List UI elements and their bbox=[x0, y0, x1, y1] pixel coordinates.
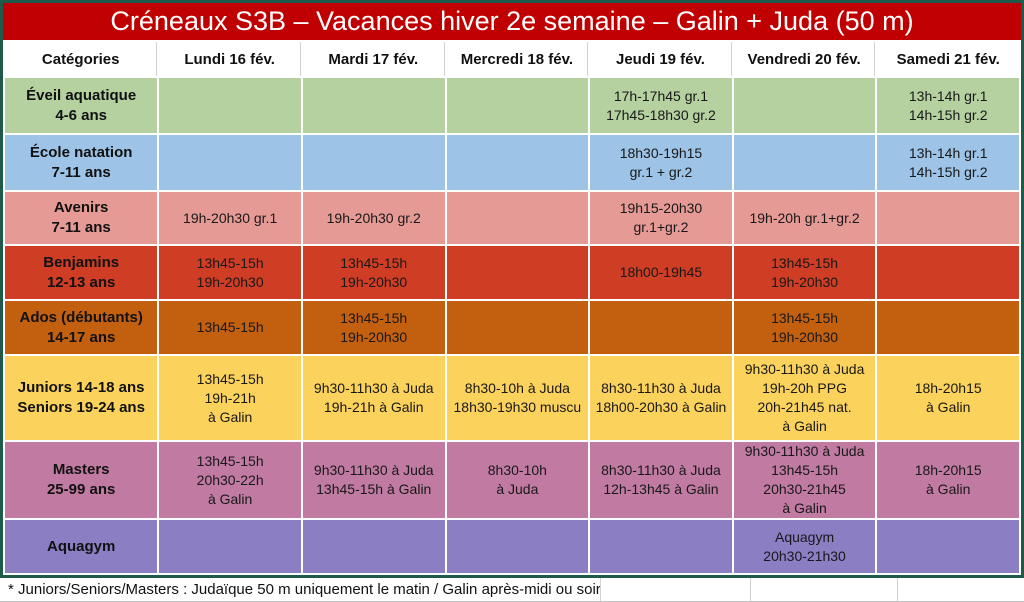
schedule-cell bbox=[302, 520, 445, 573]
schedule-cell bbox=[159, 135, 301, 190]
footnote-text: * Juniors/Seniors/Masters : Judaïque 50 … bbox=[8, 581, 601, 598]
schedule-cell bbox=[877, 301, 1019, 354]
footnote: * Juniors/Seniors/Masters : Judaïque 50 … bbox=[0, 578, 1024, 602]
schedule-cell bbox=[733, 78, 876, 133]
gridline bbox=[750, 578, 751, 601]
column-header-jeudi: Jeudi 19 fév. bbox=[590, 42, 732, 76]
schedule-cell: 9h30-11h30 à Juda 19h-21h à Galin bbox=[302, 356, 445, 440]
schedule-cell: 8h30-11h30 à Juda 12h-13h45 à Galin bbox=[590, 442, 732, 518]
gridline bbox=[600, 578, 601, 601]
schedule-cell bbox=[159, 520, 301, 573]
schedule-cell: Aquagym 20h30-21h30 bbox=[733, 520, 876, 573]
header-row: Catégories Lundi 16 fév. Mardi 17 fév. M… bbox=[5, 42, 1019, 76]
table-header: Catégories Lundi 16 fév. Mardi 17 fév. M… bbox=[5, 42, 1019, 76]
schedule-cell bbox=[733, 135, 876, 190]
schedule-body: Éveil aquatique 4-6 ans 17h-17h45 gr.1 1… bbox=[5, 78, 1019, 573]
schedule-cell bbox=[877, 520, 1019, 573]
table-row-avenirs: Avenirs 7-11 ans 19h-20h30 gr.1 19h-20h3… bbox=[5, 192, 1019, 244]
schedule-cell: 13h45-15h 19h-20h30 bbox=[302, 301, 445, 354]
category-cell: Avenirs 7-11 ans bbox=[5, 192, 158, 244]
table-row-eveil-aquatique: Éveil aquatique 4-6 ans 17h-17h45 gr.1 1… bbox=[5, 78, 1019, 133]
schedule-cell bbox=[446, 192, 589, 244]
schedule-cell: 13h45-15h 19h-20h30 bbox=[159, 246, 301, 299]
schedule-cell: 13h45-15h 19h-20h30 bbox=[302, 246, 445, 299]
schedule-cell: 19h-20h30 gr.1 bbox=[159, 192, 301, 244]
category-cell: Masters 25-99 ans bbox=[5, 442, 158, 518]
schedule-cell: 8h30-11h30 à Juda 18h00-20h30 à Galin bbox=[590, 356, 732, 440]
category-cell: Ados (débutants) 14-17 ans bbox=[5, 301, 158, 354]
table-row-benjamins: Benjamins 12-13 ans 13h45-15h 19h-20h30 … bbox=[5, 246, 1019, 299]
schedule-cell: 19h-20h gr.1+gr.2 bbox=[733, 192, 876, 244]
schedule-cell: 9h30-11h30 à Juda 13h45-15h 20h30-21h45 … bbox=[733, 442, 876, 518]
schedule-cell bbox=[446, 301, 589, 354]
page-title: Créneaux S3B – Vacances hiver 2e semaine… bbox=[3, 3, 1021, 40]
schedule-cell bbox=[159, 78, 301, 133]
schedule-cell: 19h15-20h30 gr.1+gr.2 bbox=[590, 192, 732, 244]
schedule-cell: 17h-17h45 gr.1 17h45-18h30 gr.2 bbox=[590, 78, 732, 133]
column-header-mercredi: Mercredi 18 fév. bbox=[446, 42, 589, 76]
category-cell: Éveil aquatique 4-6 ans bbox=[5, 78, 158, 133]
column-header-mardi: Mardi 17 fév. bbox=[302, 42, 445, 76]
table-row-juniors-seniors: Juniors 14-18 ans Seniors 19-24 ans 13h4… bbox=[5, 356, 1019, 440]
schedule-cell: 13h45-15h 19h-21h à Galin bbox=[159, 356, 301, 440]
schedule-cell: 13h45-15h 19h-20h30 bbox=[733, 301, 876, 354]
schedule-cell bbox=[590, 520, 732, 573]
schedule-cell: 13h-14h gr.1 14h-15h gr.2 bbox=[877, 135, 1019, 190]
category-cell: Juniors 14-18 ans Seniors 19-24 ans bbox=[5, 356, 158, 440]
schedule-cell bbox=[302, 135, 445, 190]
schedule-cell: 18h-20h15 à Galin bbox=[877, 356, 1019, 440]
table-row-ados-debutants: Ados (débutants) 14-17 ans 13h45-15h 13h… bbox=[5, 301, 1019, 354]
column-header-categories: Catégories bbox=[5, 42, 158, 76]
category-cell: Aquagym bbox=[5, 520, 158, 573]
schedule-cell: 8h30-10h à Juda bbox=[446, 442, 589, 518]
schedule-cell bbox=[302, 78, 445, 133]
column-header-samedi: Samedi 21 fév. bbox=[877, 42, 1019, 76]
schedule-cell: 18h30-19h15 gr.1 + gr.2 bbox=[590, 135, 732, 190]
column-header-vendredi: Vendredi 20 fév. bbox=[733, 42, 876, 76]
schedule-cell bbox=[590, 301, 732, 354]
table-row-ecole-natation: École natation 7-11 ans 18h30-19h15 gr.1… bbox=[5, 135, 1019, 190]
schedule-cell: 13h-14h gr.1 14h-15h gr.2 bbox=[877, 78, 1019, 133]
schedule-cell bbox=[877, 246, 1019, 299]
schedule-table: Catégories Lundi 16 fév. Mardi 17 fév. M… bbox=[3, 40, 1021, 575]
gridline bbox=[897, 578, 898, 601]
schedule-cell bbox=[446, 520, 589, 573]
schedule-cell: 8h30-10h à Juda 18h30-19h30 muscu bbox=[446, 356, 589, 440]
schedule-cell bbox=[446, 135, 589, 190]
category-cell: Benjamins 12-13 ans bbox=[5, 246, 158, 299]
table-row-aquagym: Aquagym Aquagym 20h30-21h30 bbox=[5, 520, 1019, 573]
schedule-cell: 18h-20h15 à Galin bbox=[877, 442, 1019, 518]
schedule-cell bbox=[446, 246, 589, 299]
schedule-cell: 9h30-11h30 à Juda 13h45-15h à Galin bbox=[302, 442, 445, 518]
schedule-cell: 18h00-19h45 bbox=[590, 246, 732, 299]
schedule-cell bbox=[446, 78, 589, 133]
column-header-lundi: Lundi 16 fév. bbox=[159, 42, 301, 76]
schedule-board: Créneaux S3B – Vacances hiver 2e semaine… bbox=[0, 0, 1024, 578]
schedule-cell: 19h-20h30 gr.2 bbox=[302, 192, 445, 244]
schedule-cell bbox=[877, 192, 1019, 244]
schedule-cell: 13h45-15h bbox=[159, 301, 301, 354]
schedule-cell: 13h45-15h 20h30-22h à Galin bbox=[159, 442, 301, 518]
schedule-cell: 9h30-11h30 à Juda 19h-20h PPG 20h-21h45 … bbox=[733, 356, 876, 440]
category-cell: École natation 7-11 ans bbox=[5, 135, 158, 190]
schedule-cell: 13h45-15h 19h-20h30 bbox=[733, 246, 876, 299]
table-row-masters: Masters 25-99 ans 13h45-15h 20h30-22h à … bbox=[5, 442, 1019, 518]
